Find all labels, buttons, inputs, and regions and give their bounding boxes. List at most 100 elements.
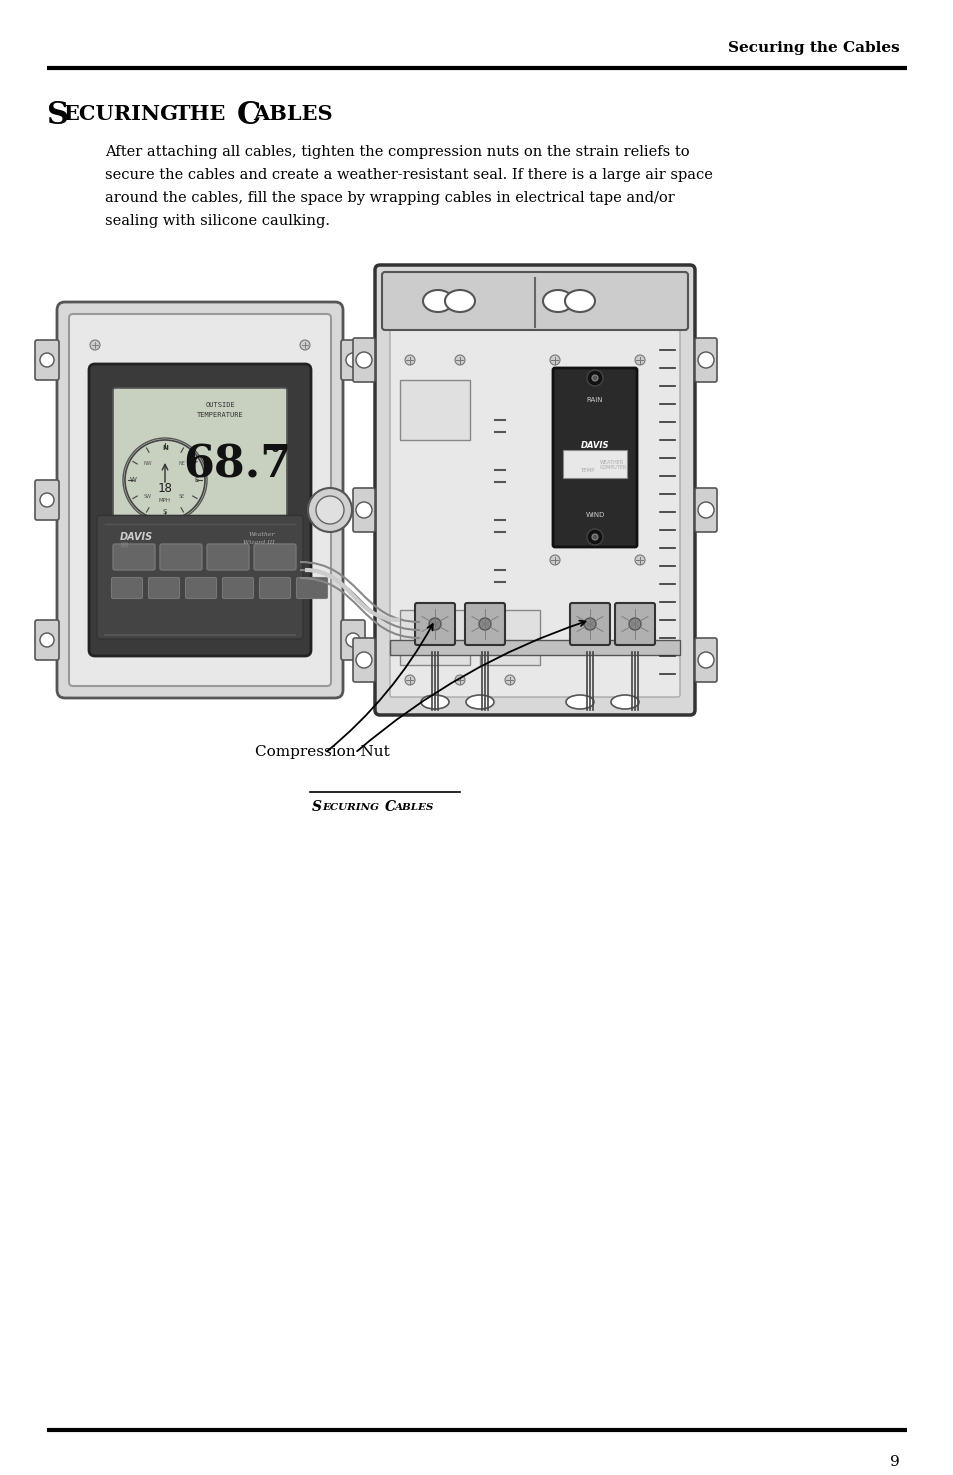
Text: ECURING: ECURING [322,802,378,813]
Circle shape [478,618,491,630]
Circle shape [583,618,596,630]
Circle shape [455,355,464,364]
Circle shape [346,633,359,648]
Text: DAVIS: DAVIS [580,441,609,450]
Text: ABLES: ABLES [395,802,434,813]
FancyBboxPatch shape [340,341,365,381]
FancyBboxPatch shape [35,479,59,521]
Text: around the cables, fill the space by wrapping cables in electrical tape and/or: around the cables, fill the space by wra… [105,190,674,205]
Text: ||||: |||| [120,541,128,547]
Circle shape [586,530,602,544]
Text: WEATHER
COMPUTER: WEATHER COMPUTER [599,460,626,471]
Text: C: C [236,100,261,131]
Text: SW: SW [144,494,152,500]
FancyBboxPatch shape [381,271,687,330]
Circle shape [455,676,464,684]
FancyBboxPatch shape [296,578,327,599]
FancyBboxPatch shape [553,367,637,547]
Circle shape [586,370,602,386]
Circle shape [550,555,559,565]
Text: S: S [47,100,69,131]
Circle shape [405,676,415,684]
Circle shape [635,555,644,565]
Circle shape [123,438,207,522]
FancyBboxPatch shape [57,302,343,698]
Bar [390,640,679,655]
Ellipse shape [542,291,573,313]
Text: DAVIS: DAVIS [120,532,153,541]
FancyBboxPatch shape [353,338,375,382]
Circle shape [299,341,310,350]
Text: E: E [194,476,199,482]
Text: WIND: WIND [585,512,604,518]
Text: OUTSIDE: OUTSIDE [205,403,235,409]
Bar [479,611,539,665]
FancyBboxPatch shape [353,639,375,681]
FancyBboxPatch shape [615,603,655,645]
Circle shape [698,652,713,668]
Ellipse shape [610,695,639,709]
Circle shape [315,496,344,524]
Text: SE: SE [178,494,185,500]
Text: NW: NW [144,460,152,466]
Ellipse shape [565,695,594,709]
FancyBboxPatch shape [149,578,179,599]
Text: S: S [163,509,167,515]
Text: S: S [312,799,322,814]
Text: MPH: MPH [159,497,171,503]
Text: Weather: Weather [248,532,274,537]
Circle shape [355,353,372,367]
Bar [562,450,626,478]
FancyBboxPatch shape [112,578,142,599]
FancyBboxPatch shape [464,603,504,645]
FancyBboxPatch shape [35,620,59,659]
Text: Compression Nut: Compression Nut [254,745,390,760]
Text: Securing the Cables: Securing the Cables [727,41,899,55]
FancyBboxPatch shape [695,639,717,681]
Text: Wizard III: Wizard III [243,540,274,544]
Text: 18: 18 [157,481,172,494]
FancyBboxPatch shape [253,544,295,569]
Circle shape [355,652,372,668]
FancyBboxPatch shape [569,603,609,645]
FancyBboxPatch shape [353,488,375,532]
FancyBboxPatch shape [97,515,303,639]
Circle shape [504,676,515,684]
FancyBboxPatch shape [259,578,291,599]
Circle shape [405,355,415,364]
Circle shape [40,493,54,507]
FancyBboxPatch shape [69,314,331,686]
FancyBboxPatch shape [35,341,59,381]
Bar [399,381,470,440]
Bar [399,611,470,665]
FancyBboxPatch shape [695,338,717,382]
Circle shape [90,341,100,350]
FancyBboxPatch shape [185,578,216,599]
FancyBboxPatch shape [695,488,717,532]
Circle shape [592,375,598,381]
Text: W: W [130,476,136,482]
Text: THE: THE [174,105,226,124]
FancyBboxPatch shape [89,364,311,656]
Text: °: ° [270,445,281,465]
Circle shape [355,502,372,518]
Ellipse shape [422,291,453,313]
Circle shape [346,353,359,367]
FancyBboxPatch shape [222,578,253,599]
Circle shape [40,353,54,367]
Circle shape [592,534,598,540]
FancyBboxPatch shape [112,544,154,569]
Ellipse shape [444,291,475,313]
FancyBboxPatch shape [160,544,202,569]
Text: ECURING: ECURING [63,105,177,124]
Text: ABLES: ABLES [253,105,333,124]
Circle shape [635,355,644,364]
Circle shape [40,633,54,648]
Text: RAIN: RAIN [586,397,602,403]
Circle shape [698,353,713,367]
FancyBboxPatch shape [390,327,679,698]
FancyBboxPatch shape [207,544,249,569]
Circle shape [628,618,640,630]
Ellipse shape [420,695,449,709]
FancyBboxPatch shape [375,266,695,715]
